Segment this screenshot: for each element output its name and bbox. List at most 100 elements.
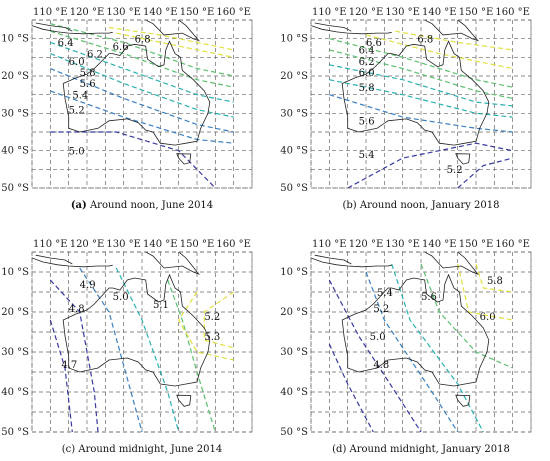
australia-outline — [62, 40, 211, 146]
coastline — [311, 20, 490, 165]
new-guinea-outline — [144, 252, 201, 275]
map-frame — [31, 251, 253, 433]
isoline — [329, 79, 513, 118]
tasmania-outline — [176, 153, 192, 165]
longitude-label: 120 °E — [349, 239, 384, 250]
longitude-label: 160 °E — [216, 7, 251, 18]
tasmania-outline — [455, 153, 471, 165]
indonesia-outline — [32, 25, 113, 35]
latitude-label: 10 °S — [280, 267, 308, 278]
isoline — [50, 41, 234, 103]
indonesia-outline — [311, 25, 392, 35]
java-outline — [35, 254, 73, 265]
isoline — [115, 267, 180, 432]
panel-caption: (d) Around midnight, January 2018 — [332, 444, 510, 455]
longitude-label: 140 °E — [143, 7, 178, 18]
isoline — [457, 263, 513, 321]
contour-label: 5.0 — [370, 332, 386, 343]
tasmania-outline — [176, 394, 192, 407]
longitude-label: 110 °E — [33, 7, 68, 18]
latitude-label: 10 °S — [1, 34, 29, 45]
longitude-label: 140 °E — [422, 7, 457, 18]
longitude-label: 130 °E — [106, 239, 141, 250]
contour-label: 6.4 — [359, 46, 375, 57]
longitude-label: 120 °E — [349, 7, 384, 18]
isoline — [50, 30, 234, 88]
latitude-label: 30 °S — [280, 108, 308, 119]
caption-text: (c) Around midnight, June 2014 — [62, 444, 222, 455]
contour-label: 6.6 — [366, 38, 382, 49]
isoline — [203, 291, 235, 349]
isoline — [50, 23, 234, 77]
latitude-label: 20 °S — [280, 71, 308, 82]
isoline — [420, 263, 513, 369]
contour-label: 6.0 — [69, 57, 85, 68]
longitude-label: 160 °E — [216, 239, 251, 250]
latitude-label: 20 °S — [1, 71, 29, 82]
contour-label: 6.2 — [87, 49, 103, 60]
isoline — [50, 131, 216, 188]
isoline — [395, 30, 513, 51]
isoline — [50, 90, 234, 144]
longitude-label: 150 °E — [180, 7, 215, 18]
java-outline — [314, 254, 352, 265]
latitude-label: 30 °S — [280, 347, 308, 358]
map-frame — [310, 251, 532, 433]
latitude-label: 10 °S — [1, 267, 29, 278]
longitude-label: 140 °E — [143, 239, 178, 250]
contour-label: 5.3 — [204, 332, 220, 343]
australia-outline — [62, 273, 211, 387]
new-guinea-outline — [144, 20, 201, 42]
contour-label: 6.8 — [135, 34, 151, 45]
latitude-label: 40 °S — [280, 146, 308, 157]
contour-label: 5.2 — [69, 105, 85, 116]
java-outline — [35, 22, 73, 32]
panel-caption: (a) Around noon, June 2014 — [71, 200, 213, 211]
isoline — [328, 279, 422, 432]
contour-label: 4.9 — [80, 280, 96, 291]
contour-label: 4.7 — [61, 360, 77, 371]
isoline — [328, 343, 374, 432]
contour-label: 6.0 — [480, 312, 496, 323]
panel-caption: (c) Around midnight, June 2014 — [62, 444, 222, 455]
longitude-label: 140 °E — [422, 239, 457, 250]
new-guinea-outline — [423, 20, 480, 42]
latitude-label: 50 °S — [1, 183, 29, 194]
longitude-label: 130 °E — [385, 239, 420, 250]
longitude-label: 120 °E — [70, 239, 105, 250]
isoline — [365, 34, 513, 70]
contour-label: 6.2 — [359, 57, 375, 68]
isoline — [49, 319, 73, 432]
panel-caption: (b) Around noon, January 2018 — [342, 200, 499, 211]
map-frame — [31, 19, 253, 189]
tasmania-outline — [455, 394, 471, 407]
longitude-label: 110 °E — [312, 239, 347, 250]
latitude-label: 40 °S — [1, 146, 29, 157]
longitude-label: 110 °E — [33, 239, 68, 250]
isoline — [329, 94, 513, 133]
java-outline — [314, 22, 352, 32]
indonesia-outline — [32, 257, 113, 268]
longitude-label: 130 °E — [106, 7, 141, 18]
contour-label: 5.8 — [487, 276, 503, 287]
longitude-label: 120 °E — [70, 7, 105, 18]
contour-label: 5.4 — [72, 90, 88, 101]
indonesia-outline — [311, 257, 392, 268]
longitude-label: 150 °E — [459, 239, 494, 250]
caption-text: Around noon, June 2014 — [87, 200, 213, 211]
isoline — [391, 263, 484, 432]
caption-text: (d) Around midnight, January 2018 — [332, 444, 510, 455]
isoline — [475, 263, 513, 293]
isoline — [79, 267, 143, 432]
longitude-label: 160 °E — [495, 239, 530, 250]
contour-label: 5.2 — [447, 165, 463, 176]
coastline — [32, 252, 211, 407]
longitude-label: 110 °E — [312, 7, 347, 18]
contour-label: 5.8 — [80, 68, 96, 79]
longitude-label: 160 °E — [495, 7, 530, 18]
latitude-label: 50 °S — [1, 427, 29, 438]
isoline — [347, 142, 513, 188]
contour-label: 4.8 — [69, 304, 85, 315]
